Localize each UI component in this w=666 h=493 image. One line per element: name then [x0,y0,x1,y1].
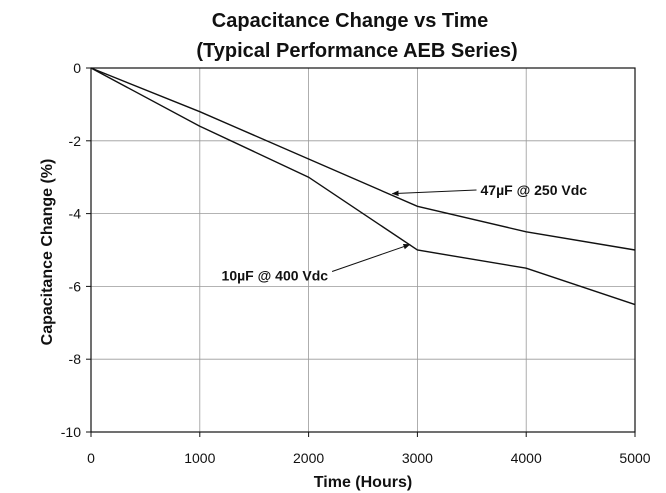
series-line-1 [90,67,636,251]
annotation-arrow-1 [391,189,477,197]
grid-lines [90,67,636,433]
y-axis-title: Capacitance Change (%) [39,159,56,346]
annotation-layer: 47µF @ 250 Vdc 10µF @ 400 Vdc [222,182,588,284]
annotation-label-2: 10µF @ 400 Vdc [222,267,329,283]
y-tick-label: -6 [69,278,82,294]
plot-area-frame [90,67,636,433]
series-line-2 [90,67,636,306]
chart-title-line-1: Capacitance Change vs Time [212,10,488,32]
chart-title-line-2: (Typical Performance AEB Series) [196,40,517,62]
y-tick-label: -2 [69,133,82,149]
y-tick-label: 0 [73,60,81,76]
y-tick-label: -10 [61,424,81,440]
axis-ticks: 0 -2 -4 -6 -8 -10 0 1000 2000 3000 4000 5000 [61,60,651,466]
x-tick-label: 2000 [293,450,324,466]
x-tick-label: 5000 [619,450,650,466]
annotation-label-1: 47µF @ 250 Vdc [481,182,588,198]
x-tick-label: 0 [87,450,95,466]
x-axis-title: Time (Hours) [314,474,412,491]
x-tick-label: 3000 [402,450,433,466]
annotation-arrow-2 [331,243,411,272]
series-layer [90,67,636,306]
x-tick-label: 4000 [511,450,542,466]
y-tick-label: -8 [69,351,82,367]
x-tick-label: 1000 [184,450,215,466]
y-tick-label: -4 [69,206,82,222]
